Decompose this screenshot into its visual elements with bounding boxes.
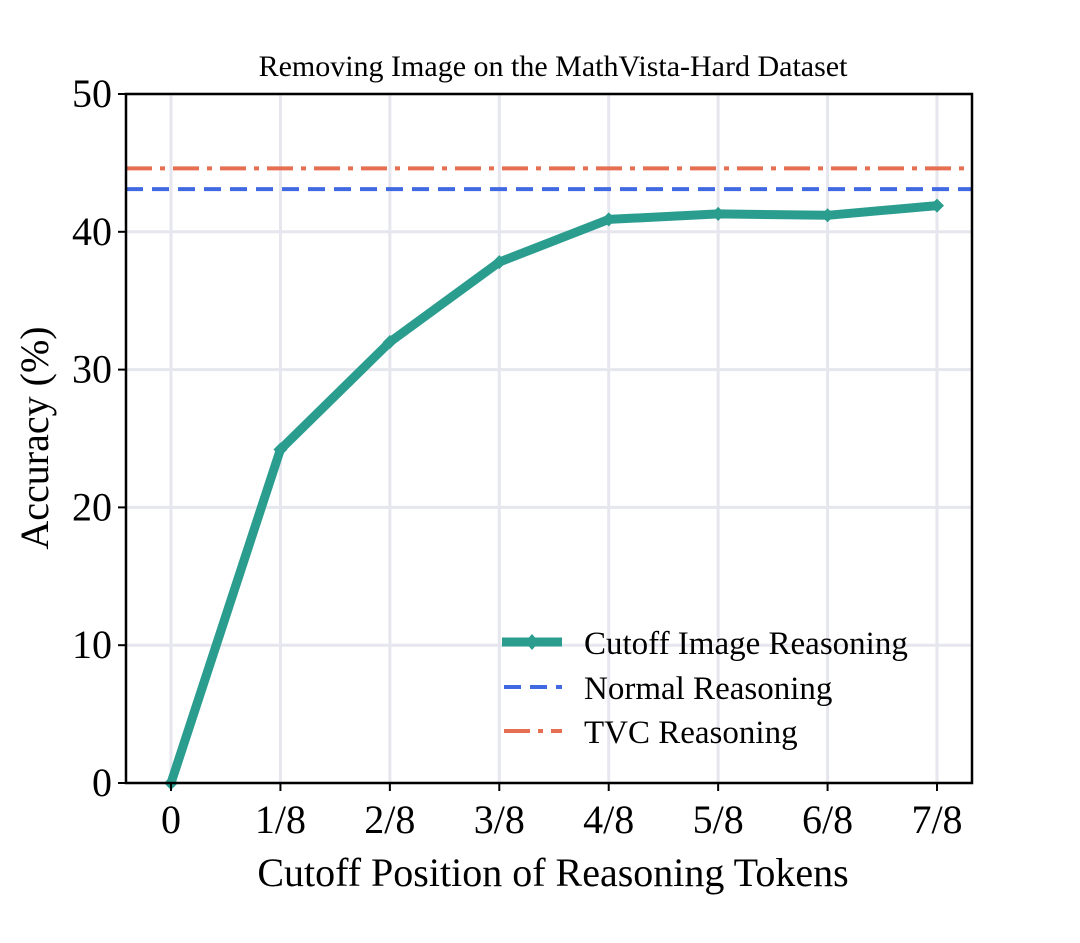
x-tick-label: 5/8 bbox=[693, 797, 744, 842]
cutoff-data-point bbox=[601, 212, 616, 227]
legend: Cutoff Image Reasoning Normal Reasoning … bbox=[502, 626, 908, 751]
y-axis-label: Accuracy (%) bbox=[12, 326, 57, 549]
cutoff-data-point bbox=[820, 208, 835, 223]
x-tick-label: 4/8 bbox=[583, 797, 634, 842]
cutoff-data-point bbox=[711, 206, 726, 221]
x-tick-label: 2/8 bbox=[364, 797, 415, 842]
cutoff-data-point bbox=[492, 255, 507, 270]
x-tick-label: 0 bbox=[161, 797, 181, 842]
legend-label-normal: Normal Reasoning bbox=[584, 671, 832, 707]
data-series bbox=[164, 198, 945, 790]
y-tick-label: 40 bbox=[72, 209, 112, 254]
y-tick-label: 20 bbox=[72, 484, 112, 529]
y-tick-label: 30 bbox=[72, 347, 112, 392]
cutoff-data-point bbox=[382, 335, 397, 350]
y-tick-label: 50 bbox=[72, 71, 112, 116]
x-axis-label: Cutoff Position of Reasoning Tokens bbox=[257, 850, 848, 895]
x-tick-label: 7/8 bbox=[911, 797, 962, 842]
grid bbox=[126, 92, 972, 785]
x-tick-label: 3/8 bbox=[474, 797, 525, 842]
legend-label-tvc: TVC Reasoning bbox=[584, 715, 798, 751]
legend-item-cutoff-image-reasoning: Cutoff Image Reasoning bbox=[502, 626, 908, 662]
plot-frame bbox=[124, 92, 974, 785]
x-tick-label: 1/8 bbox=[255, 797, 306, 842]
x-tick-label: 6/8 bbox=[802, 797, 853, 842]
y-tick-label: 10 bbox=[72, 622, 112, 667]
chart-title: Removing Image on the MathVista-Hard Dat… bbox=[259, 50, 849, 83]
reference-lines bbox=[126, 166, 972, 192]
cutoff-image-reasoning-line bbox=[166, 201, 942, 788]
legend-marker-cutoff bbox=[525, 634, 539, 650]
y-tick-label: 0 bbox=[92, 760, 112, 805]
cutoff-data-point bbox=[930, 198, 945, 213]
cutoff-data-point bbox=[273, 442, 288, 457]
legend-item-tvc-reasoning: TVC Reasoning bbox=[504, 715, 798, 751]
axis-ticks: 0 10 20 30 40 50 0 1/8 2/8 3/8 4/8 5/8 6/8 7/8 bbox=[72, 71, 963, 842]
legend-label-cutoff: Cutoff Image Reasoning bbox=[584, 626, 908, 662]
legend-item-normal-reasoning: Normal Reasoning bbox=[504, 671, 832, 707]
